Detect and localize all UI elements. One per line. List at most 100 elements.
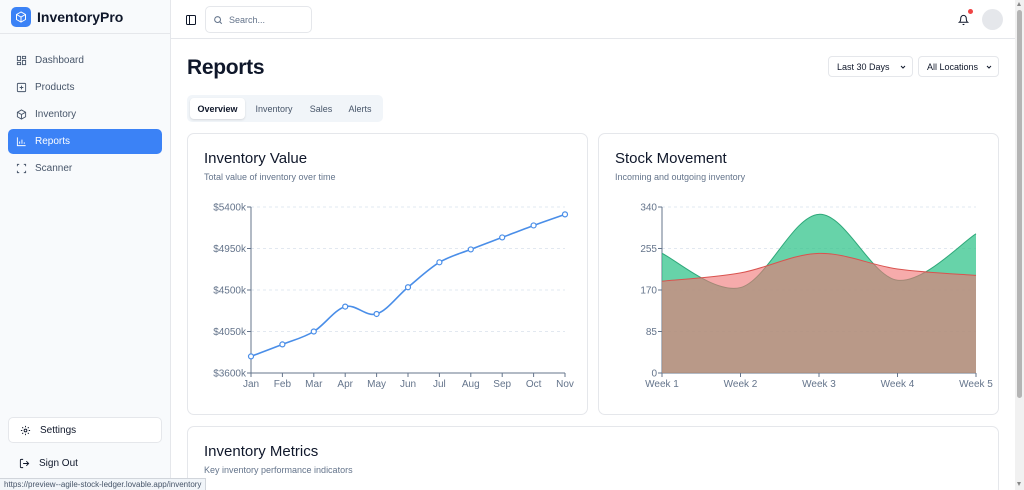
data-point [467, 246, 474, 253]
y-tick-label: $3600k [213, 369, 247, 380]
search-input[interactable] [229, 14, 309, 25]
data-point [404, 284, 412, 291]
x-tick-label: Week 3 [802, 379, 836, 390]
x-tick-label: Week 5 [959, 379, 993, 390]
x-tick-label: Jul [433, 379, 446, 390]
data-point [342, 303, 349, 310]
sidebar-item-dashboard[interactable]: Dashboard [8, 48, 162, 73]
data-point [279, 341, 286, 348]
series-area [662, 253, 976, 373]
data-point [373, 310, 380, 318]
scroll-thumb[interactable] [1017, 10, 1022, 398]
y-tick-label: 255 [640, 244, 657, 255]
x-tick-label: Apr [337, 379, 353, 390]
card-subtitle: Total value of inventory over time [204, 172, 336, 182]
card-title: Inventory Value [204, 150, 308, 167]
inventory-metrics-card: Inventory Metrics Key inventory performa… [187, 426, 999, 490]
x-tick-label: Jun [400, 379, 416, 390]
x-tick-label: Mar [305, 379, 323, 390]
avatar[interactable] [982, 9, 1003, 30]
notification-dot [968, 9, 973, 14]
app-name: InventoryPro [37, 9, 124, 25]
data-point [310, 328, 317, 335]
location-select[interactable]: All Locations [918, 56, 999, 77]
scroll-down-arrow-icon[interactable] [1017, 482, 1021, 486]
sidebar-item-products[interactable]: Products [8, 75, 162, 100]
report-tabs: Overview Inventory Sales Alerts [187, 95, 383, 122]
sidebar: InventoryPro Dashboard Products Inventor… [0, 0, 171, 490]
topbar [171, 0, 1015, 39]
tab-sales[interactable]: Sales [309, 103, 333, 114]
x-tick-label: Aug [462, 379, 480, 390]
page-title: Reports [187, 56, 265, 79]
sidebar-item-label: Products [35, 82, 75, 93]
data-point [436, 259, 443, 266]
settings-label: Settings [40, 424, 77, 436]
scrollbar[interactable] [1015, 0, 1024, 490]
card-subtitle: Key inventory performance indicators [204, 465, 353, 475]
logout-icon [19, 458, 30, 469]
y-tick-label: $4500k [213, 286, 247, 297]
y-tick-label: 85 [646, 327, 658, 338]
sidebar-item-reports[interactable]: Reports [8, 129, 162, 154]
settings-button[interactable]: Settings [8, 417, 162, 443]
chevron-down-icon [899, 63, 907, 71]
tab-alerts[interactable]: Alerts [348, 103, 372, 114]
y-tick-label: $4950k [213, 244, 247, 255]
plus-square-icon [16, 82, 27, 93]
tab-overview[interactable]: Overview [190, 98, 245, 119]
sidebar-nav: Dashboard Products Inventory Reports Sca… [8, 48, 162, 183]
sidebar-item-inventory[interactable]: Inventory [8, 102, 162, 127]
series-line [661, 252, 977, 282]
x-tick-label: Jan [243, 379, 259, 390]
inventory-value-chart: $3600k $4050k $4500k $4950k $5400k Jan Feb Mar A… [213, 203, 574, 391]
bar-chart-icon [16, 136, 27, 147]
brand[interactable]: InventoryPro [0, 0, 170, 34]
dashboard-icon [16, 55, 27, 66]
x-tick-label: Week 4 [881, 379, 915, 390]
y-tick-label: 170 [640, 286, 657, 297]
data-point [530, 222, 537, 229]
y-tick-label: 0 [651, 369, 657, 380]
x-tick-label: Week 2 [724, 379, 758, 390]
box-icon [16, 109, 27, 120]
divider [0, 33, 171, 34]
tab-inventory[interactable]: Inventory [255, 103, 293, 114]
sidebar-toggle-icon[interactable] [185, 13, 197, 25]
card-title: Inventory Metrics [204, 443, 319, 460]
scroll-up-arrow-icon[interactable] [1017, 2, 1021, 6]
period-select[interactable]: Last 30 Days [828, 56, 913, 77]
scan-icon [16, 163, 27, 174]
x-tick-label: Week 1 [645, 379, 679, 390]
location-select-value: All Locations [927, 61, 979, 72]
data-point [247, 353, 255, 360]
y-tick-label: $5400k [213, 203, 247, 214]
data-point [561, 211, 569, 218]
sidebar-item-label: Inventory [35, 109, 77, 120]
sidebar-item-label: Reports [35, 136, 71, 147]
sign-out-button[interactable]: Sign Out [8, 452, 162, 474]
period-select-value: Last 30 Days [837, 61, 890, 72]
card-subtitle: Incoming and outgoing inventory [615, 172, 746, 182]
card-title: Stock Movement [615, 150, 727, 167]
inventory-value-card: Inventory Value Total value of inventory… [187, 133, 588, 415]
search-icon [213, 15, 223, 25]
x-tick-label: Oct [526, 379, 542, 390]
bell-icon[interactable] [957, 13, 970, 26]
y-tick-label: 340 [640, 203, 657, 214]
sidebar-item-label: Dashboard [35, 55, 84, 66]
status-bar-url: https://preview--agile-stock-ledger.lova… [0, 478, 207, 490]
y-tick-label: $4050k [213, 327, 247, 338]
data-point [499, 234, 506, 241]
x-tick-label: May [367, 379, 386, 390]
sign-out-label: Sign Out [39, 457, 78, 469]
gear-icon [20, 425, 31, 436]
search-box [205, 6, 312, 33]
stock-movement-chart: 0 85 170 255 340 Week 1 Week 2 Week 3 Week 4 Week… [640, 203, 993, 391]
stock-movement-card: Stock Movement Incoming and outgoing inv… [598, 133, 999, 415]
x-tick-label: Nov [556, 379, 574, 390]
chevron-down-icon [985, 63, 993, 71]
x-tick-label: Feb [274, 379, 292, 390]
sidebar-item-scanner[interactable]: Scanner [8, 156, 162, 181]
sidebar-item-label: Scanner [35, 163, 73, 174]
